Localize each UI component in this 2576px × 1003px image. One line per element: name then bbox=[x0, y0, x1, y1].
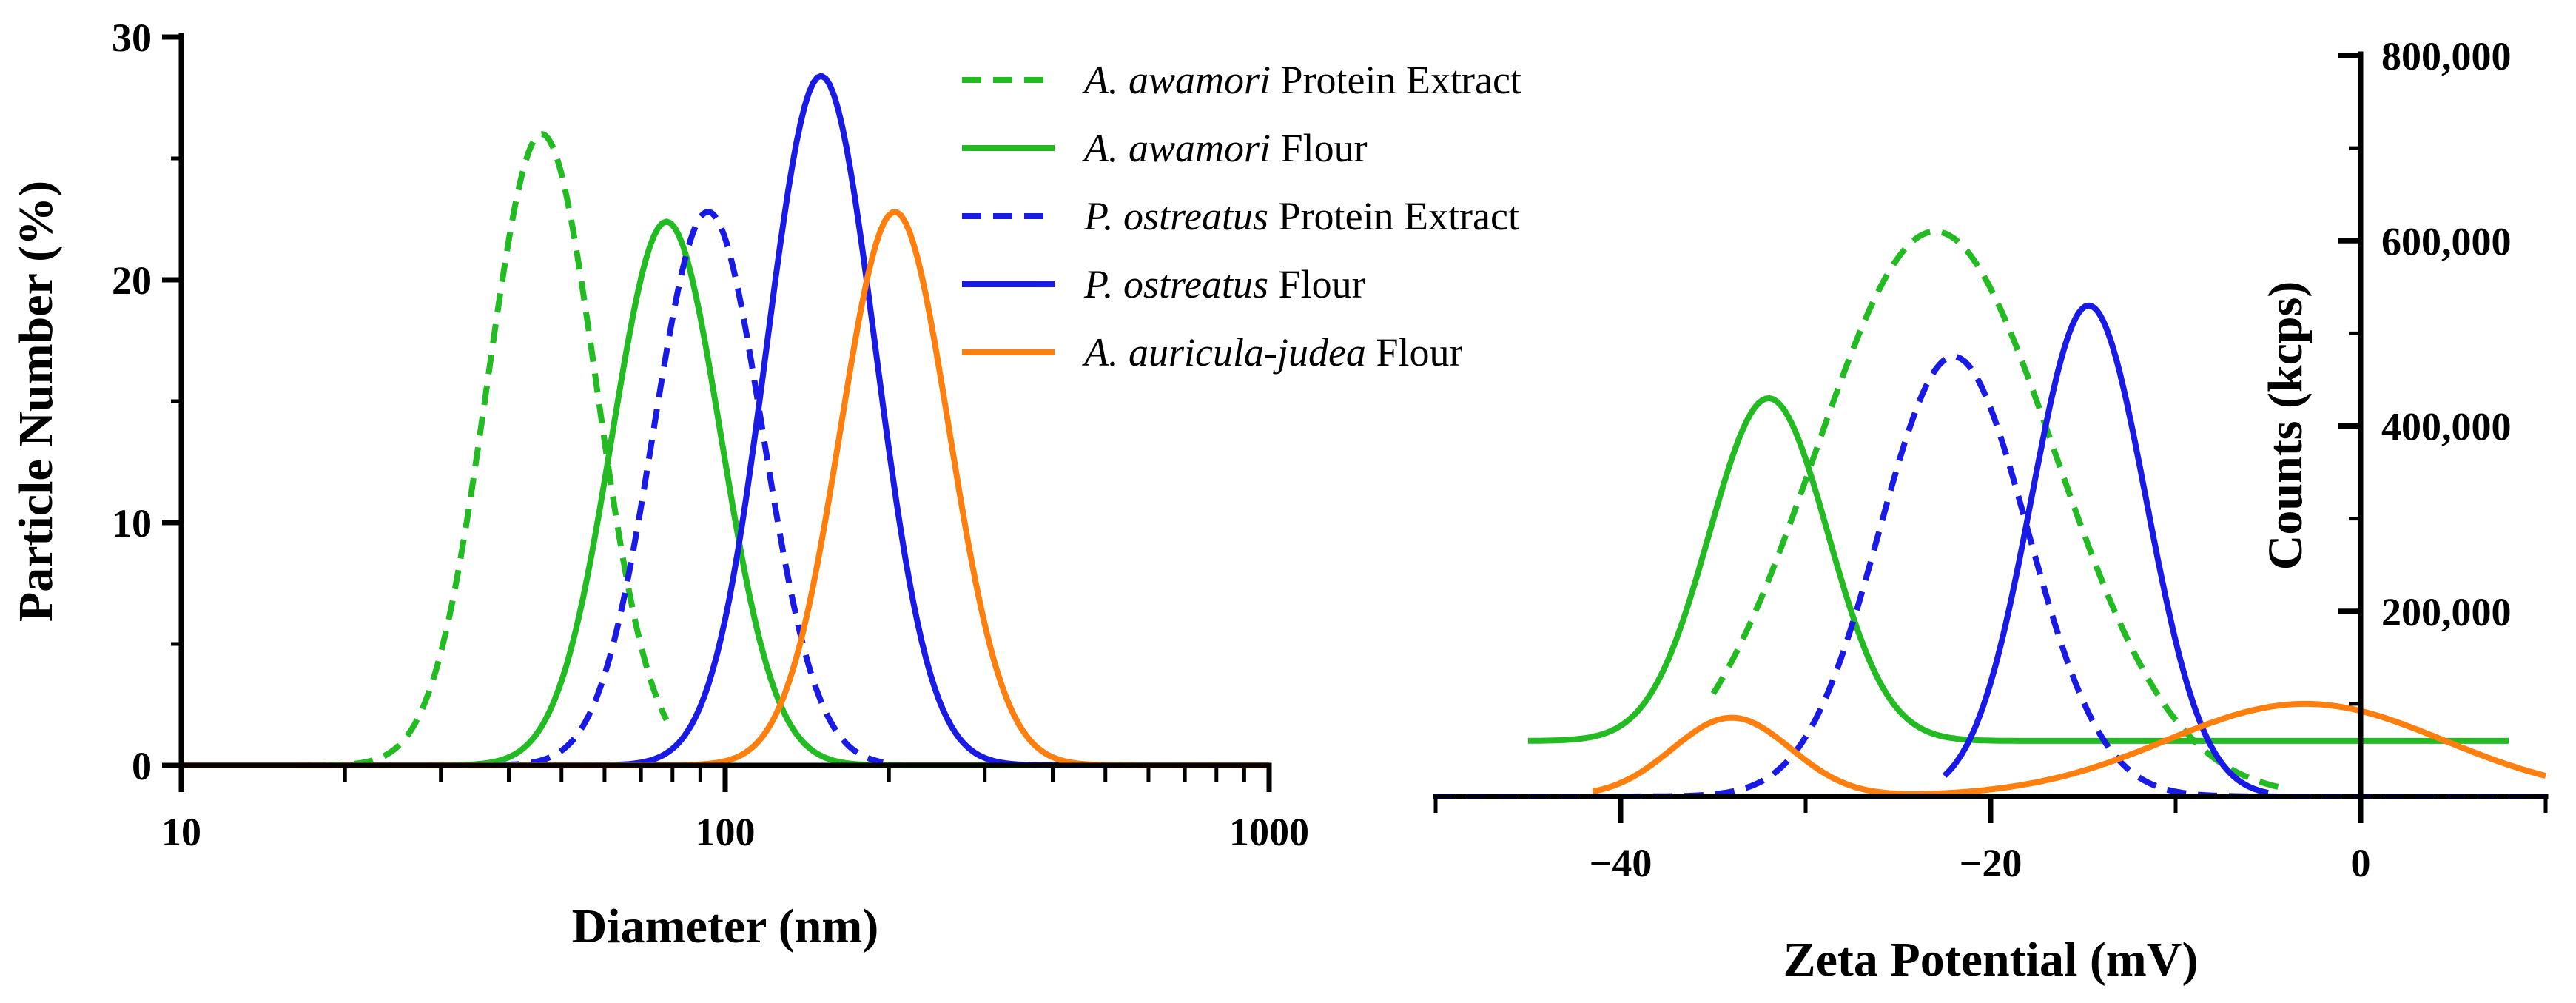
legend-label-italic: A. awamori bbox=[1082, 126, 1271, 170]
c1-x-axis-label: Diameter (nm) bbox=[572, 899, 879, 953]
c1-x-tick-label: 10 bbox=[161, 810, 201, 854]
legend-label-italic: A. awamori bbox=[1082, 58, 1271, 102]
c2-series-line-2 bbox=[1528, 395, 2509, 744]
c2-x-tick-label: −20 bbox=[1960, 841, 2022, 885]
c2-series-group bbox=[1436, 228, 2547, 799]
c1-y-tick-label: 10 bbox=[112, 501, 152, 546]
legend-label-rest: Protein Extract bbox=[1268, 194, 1519, 238]
c2-x-tick-label: −40 bbox=[1590, 841, 1652, 885]
c2-series-line-4 bbox=[1942, 302, 2270, 796]
legend-label-5: A. auricula-judea Flour bbox=[1082, 330, 1462, 375]
c2-series-line-3 bbox=[1436, 353, 2546, 799]
c1-series-line-3 bbox=[344, 209, 884, 768]
c2-y-tick-label: 800,000 bbox=[2381, 34, 2512, 78]
c1-y-tick-label: 20 bbox=[112, 258, 152, 303]
c2-axes-group: −40 −20 0 200,000 400,000 600,000 800,000 Zeta … bbox=[1433, 34, 2549, 987]
c1-y-axis-label: Particle Number (%) bbox=[9, 181, 63, 622]
c2-series-line-5 bbox=[1592, 700, 2547, 797]
c2-y-tick-label: 200,000 bbox=[2381, 590, 2512, 634]
c2-x-axis-label: Zeta Potential (mV) bbox=[1783, 933, 2199, 987]
c1-series-group bbox=[181, 73, 1269, 768]
c2-y-tick-label: 600,000 bbox=[2381, 219, 2512, 264]
legend-label-italic: P. ostreatus bbox=[1083, 262, 1268, 306]
legend-label-4: P. ostreatus Flour bbox=[1083, 262, 1365, 306]
legend-label-rest: Flour bbox=[1366, 330, 1463, 375]
c1-y-tick-label: 0 bbox=[132, 744, 152, 788]
legend-label-1: A. awamori Protein Extract bbox=[1082, 58, 1521, 102]
legend-label-rest: Flour bbox=[1271, 126, 1368, 170]
legend-label-rest: Flour bbox=[1268, 262, 1365, 306]
c1-series-line-4 bbox=[181, 73, 1269, 768]
legend-label-italic: P. ostreatus bbox=[1083, 194, 1268, 238]
c1-x-tick-label: 100 bbox=[696, 810, 756, 854]
c1-y-tick-label: 30 bbox=[112, 16, 152, 60]
legend-label-italic: A. auricula-judea bbox=[1082, 330, 1366, 375]
chart-zeta-potential: −40 −20 0 200,000 400,000 600,000 800,000 Zeta … bbox=[1433, 34, 2549, 987]
c1-x-tick-label: 1000 bbox=[1229, 810, 1309, 854]
c2-y-axis-label: Counts (kcps) bbox=[2259, 281, 2313, 571]
legend-label-2: A. awamori Flour bbox=[1082, 126, 1368, 170]
c2-x-tick-label: 0 bbox=[2351, 841, 2371, 885]
legend-label-rest: Protein Extract bbox=[1271, 58, 1521, 102]
c2-series-line-1 bbox=[1710, 228, 2287, 792]
legend-label-3: P. ostreatus Protein Extract bbox=[1083, 194, 1519, 238]
c2-y-tick-label: 400,000 bbox=[2381, 405, 2512, 449]
